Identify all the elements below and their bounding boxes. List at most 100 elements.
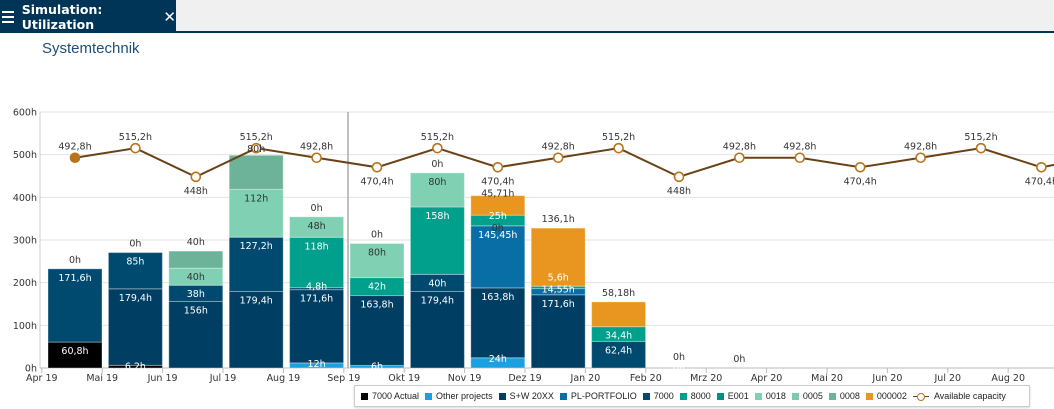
- capacity-label: 492,8h: [300, 142, 333, 153]
- bar-segment-s-w-20xx: [228, 290, 284, 369]
- data-label: 158h: [425, 211, 449, 222]
- data-label: 6h: [371, 361, 383, 372]
- legend-label: 7000 Actual: [372, 391, 420, 401]
- data-label: 34,4h: [605, 331, 632, 342]
- data-label: 136,1h: [542, 214, 575, 225]
- capacity-point: [130, 142, 141, 154]
- capacity-point: [69, 152, 81, 164]
- legend-swatch: [865, 392, 873, 400]
- legend-label: S+W 20XX: [509, 391, 554, 401]
- capacity-point: [1036, 161, 1047, 173]
- data-label: 145,45h: [478, 230, 517, 241]
- legend-item[interactable]: S+W 20XX: [498, 391, 554, 401]
- legend-swatch: [642, 392, 650, 400]
- y-tick-label: 500h: [13, 150, 37, 161]
- legend-swatch: [425, 392, 433, 400]
- close-icon[interactable]: ✕: [163, 7, 176, 26]
- capacity-point: [432, 142, 443, 154]
- legend-item[interactable]: 0005: [791, 391, 823, 401]
- legend-swatch: [791, 392, 799, 400]
- legend-swatch: [754, 392, 762, 400]
- tab-title: Simulation: Utilization: [21, 1, 103, 32]
- legend-item[interactable]: Available capacity: [912, 391, 1006, 401]
- data-label: 0h: [733, 354, 745, 365]
- y-tick-label: 300h: [13, 236, 37, 247]
- data-label: 112h: [244, 193, 268, 204]
- capacity-label: 470,4h: [360, 176, 393, 187]
- bar-segment-7000-actual: [47, 341, 103, 369]
- bar-segment-000002: [470, 195, 526, 216]
- data-label: 45,71h: [481, 188, 514, 199]
- legend-item[interactable]: 000002: [865, 391, 907, 401]
- data-label: 179,4h: [240, 295, 273, 306]
- utilization-chart: 0h 100h 200h 300h 400h 500h 600h Apr 19 Mai 19 Ju…: [13, 108, 1054, 384]
- legend-item[interactable]: 0018: [754, 391, 786, 401]
- bar-segment-s-w-20xx: [530, 294, 586, 369]
- data-label: 163,8h: [481, 292, 514, 303]
- capacity-label: 448h: [184, 186, 208, 197]
- legend-item[interactable]: 7000: [642, 391, 674, 401]
- capacity-point: [915, 152, 926, 164]
- data-label: 85h: [126, 257, 144, 268]
- bar-segment-000002: [591, 301, 647, 328]
- y-tick-label: 600h: [13, 108, 37, 119]
- x-tick-label: Jun 19: [147, 373, 178, 384]
- bar-segment-8000: [289, 236, 345, 289]
- legend-item[interactable]: Other projects: [425, 391, 493, 401]
- data-label: 58,18h: [602, 288, 635, 299]
- legend-label: E001: [727, 391, 749, 401]
- x-tick-label: Feb 20: [630, 373, 662, 384]
- capacity-point: [975, 142, 987, 154]
- legend-item[interactable]: PL-PORTFOLIO: [559, 391, 637, 401]
- data-label: 171,6h: [58, 273, 91, 284]
- data-label: 25h: [489, 211, 507, 222]
- bar-segment-s-w-20xx: [409, 290, 465, 369]
- legend-label: Available capacity: [933, 391, 1006, 401]
- x-tick-label: Nov 19: [448, 373, 482, 384]
- bar-segment-0008: [168, 250, 224, 269]
- capacity-label: 515,2h: [964, 132, 997, 143]
- bar-segment-0018: [349, 242, 405, 279]
- x-tick-label: Jul 20: [934, 373, 962, 384]
- data-label: 24h: [489, 354, 507, 365]
- data-label: 38h: [187, 289, 205, 300]
- capacity-label: 492,8h: [904, 142, 937, 153]
- legend-item[interactable]: 8000: [679, 391, 711, 401]
- hamburger-icon[interactable]: [2, 10, 14, 23]
- data-label: 60,8h: [61, 346, 88, 357]
- x-tick-label: Aug 20: [991, 373, 1025, 384]
- capacity-label: 492,8h: [723, 142, 756, 153]
- capacity-label: 448h: [667, 186, 691, 197]
- data-label: 14,55h: [542, 285, 575, 296]
- bar-segment-s-w-20xx: [107, 288, 163, 366]
- x-tick-label: Jun 20: [871, 373, 902, 384]
- capacity-label: 515,2h: [240, 132, 273, 143]
- capacity-point: [190, 171, 202, 183]
- data-label: 179,4h: [119, 293, 152, 304]
- x-tick-label: Apr 20: [751, 373, 783, 384]
- data-label: 0h: [492, 223, 504, 234]
- legend-item[interactable]: E001: [716, 391, 749, 401]
- capacity-label: 515,2h: [602, 132, 635, 143]
- x-tick-label: Dez 19: [508, 373, 541, 384]
- capacity-label: 515,2h: [421, 132, 454, 143]
- x-tick-label: Aug 19: [267, 373, 301, 384]
- data-label: 171,6h: [300, 294, 333, 305]
- legend-label: 7000: [653, 391, 674, 401]
- legend-item[interactable]: 7000 Actual: [361, 391, 419, 401]
- capacity-label: 492,8h: [542, 142, 575, 153]
- capacity-label: 492,8h: [58, 142, 91, 153]
- x-tick-label: Mai 20: [811, 373, 843, 384]
- legend-item[interactable]: 0008: [828, 391, 860, 401]
- bar-segment-8000: [409, 206, 465, 275]
- data-label: 12h: [308, 359, 326, 370]
- capacity-point: [613, 142, 624, 154]
- data-label: 40h: [428, 278, 446, 289]
- data-label: 48h: [308, 221, 326, 232]
- legend-swatch: [559, 392, 567, 400]
- tab-simulation-utilization[interactable]: Simulation: Utilization ✕: [0, 0, 176, 33]
- data-label: 40h: [187, 237, 205, 248]
- legend-label: PL-PORTFOLIO: [570, 391, 637, 401]
- data-label: 0h: [431, 159, 443, 170]
- legend-swatch: [498, 392, 506, 400]
